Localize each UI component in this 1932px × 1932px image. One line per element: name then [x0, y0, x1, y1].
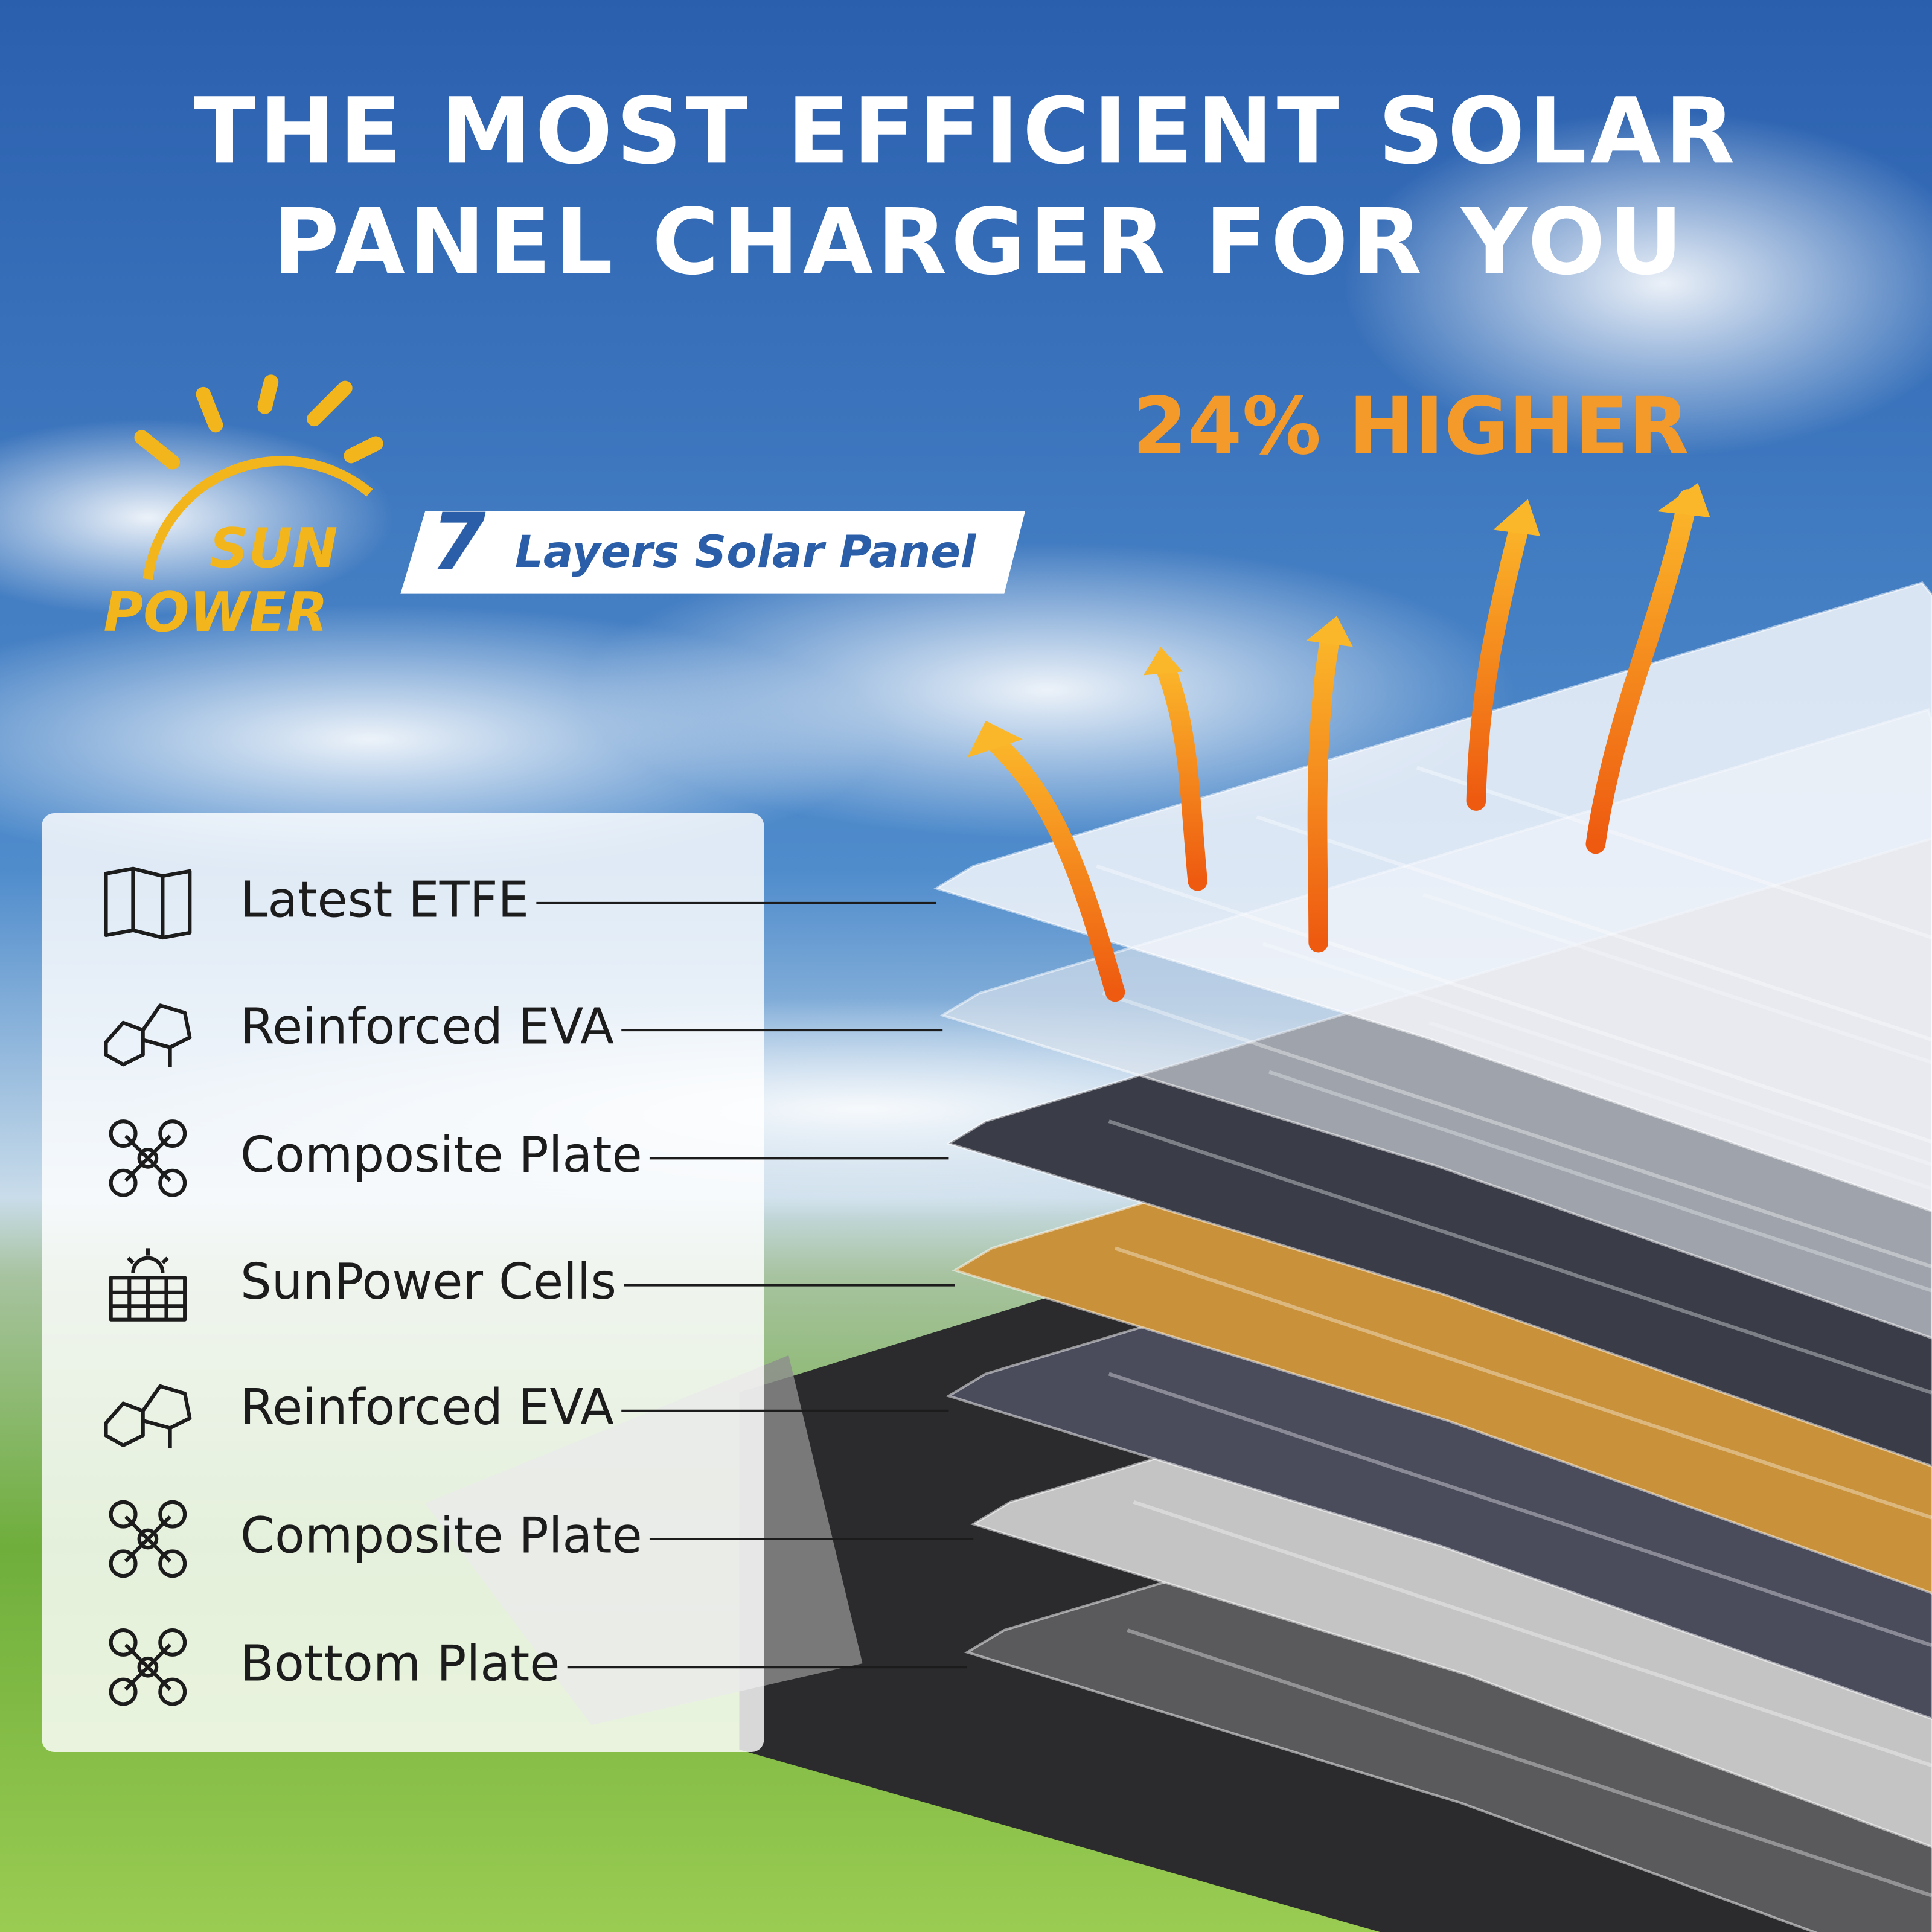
arrow-heads: [967, 483, 1710, 758]
heat-arrows: [982, 489, 1698, 1002]
icon-node: [109, 1628, 138, 1657]
icon-solar: [109, 1248, 187, 1322]
cell-seam: [1416, 766, 1932, 939]
icon-node: [158, 1168, 187, 1197]
logo-sun: [134, 374, 383, 580]
icon-node: [158, 1500, 187, 1529]
cell-seam: [1108, 1119, 1932, 1395]
title-line: PANEL CHARGER FOR YOU: [272, 189, 1686, 295]
icon-node: [137, 1148, 159, 1169]
layer-stack: [933, 581, 1932, 1932]
layer-label: SunPower Cells: [240, 1253, 616, 1311]
icon-node: [109, 1677, 138, 1706]
badge: 24% HIGHER: [1133, 380, 1689, 472]
layer-icon: [104, 866, 192, 940]
icon-node: [158, 1628, 187, 1657]
icon-node: [158, 1677, 187, 1706]
cell-seam: [1133, 1500, 1932, 1768]
icon-node: [109, 1168, 138, 1197]
icon-node: [137, 1528, 159, 1550]
icon-node: [158, 1549, 187, 1578]
icon-nodes: [124, 1134, 171, 1182]
banner: [400, 511, 1025, 594]
banner-text: Layers Solar Panel: [515, 526, 976, 578]
layer-label: Composite Plate: [240, 1127, 642, 1184]
layer-icon: [109, 1248, 187, 1322]
layer-icon: [109, 1628, 187, 1706]
logo-text: POWER: [103, 581, 328, 644]
cell-seam: [1256, 815, 1932, 1042]
logo-text: SUN: [210, 517, 338, 580]
layer-label: Reinforced EVA: [240, 1379, 614, 1436]
icon-nodes: [124, 1643, 171, 1691]
icon-molecule: [104, 1003, 192, 1067]
layer-list: Latest ETFE Reinforced EVA Composite Plate…: [104, 866, 974, 1706]
icon-node: [109, 1549, 138, 1578]
layer-label: Bottom Plate: [240, 1636, 560, 1693]
layer-icon: [104, 1003, 192, 1067]
icon-nodes: [124, 1515, 171, 1563]
icon-map: [104, 866, 192, 940]
layer-icon: [109, 1119, 187, 1197]
title-line: THE MOST EFFICIENT SOLAR: [193, 78, 1738, 184]
layer-card: [42, 813, 764, 1753]
layer-icon: [104, 1384, 192, 1448]
icon-molecule: [104, 1384, 192, 1448]
layer-icon: [109, 1500, 187, 1578]
icon-node: [109, 1119, 138, 1148]
cell-seam: [1114, 1246, 1932, 1520]
cell-seam: [1096, 864, 1932, 1144]
banner-number: 7: [431, 496, 486, 588]
cell-seam: [1102, 991, 1932, 1269]
cell-seam: [1108, 1372, 1932, 1648]
layer-sheet: [933, 581, 1932, 1213]
icon-node: [109, 1500, 138, 1529]
icon-node: [158, 1119, 187, 1148]
icon-node: [137, 1656, 159, 1678]
cell-seam: [1127, 1628, 1932, 1898]
layer-label: Reinforced EVA: [240, 999, 614, 1056]
layer-label: Composite Plate: [240, 1507, 642, 1564]
layer-label: Latest ETFE: [240, 871, 529, 929]
